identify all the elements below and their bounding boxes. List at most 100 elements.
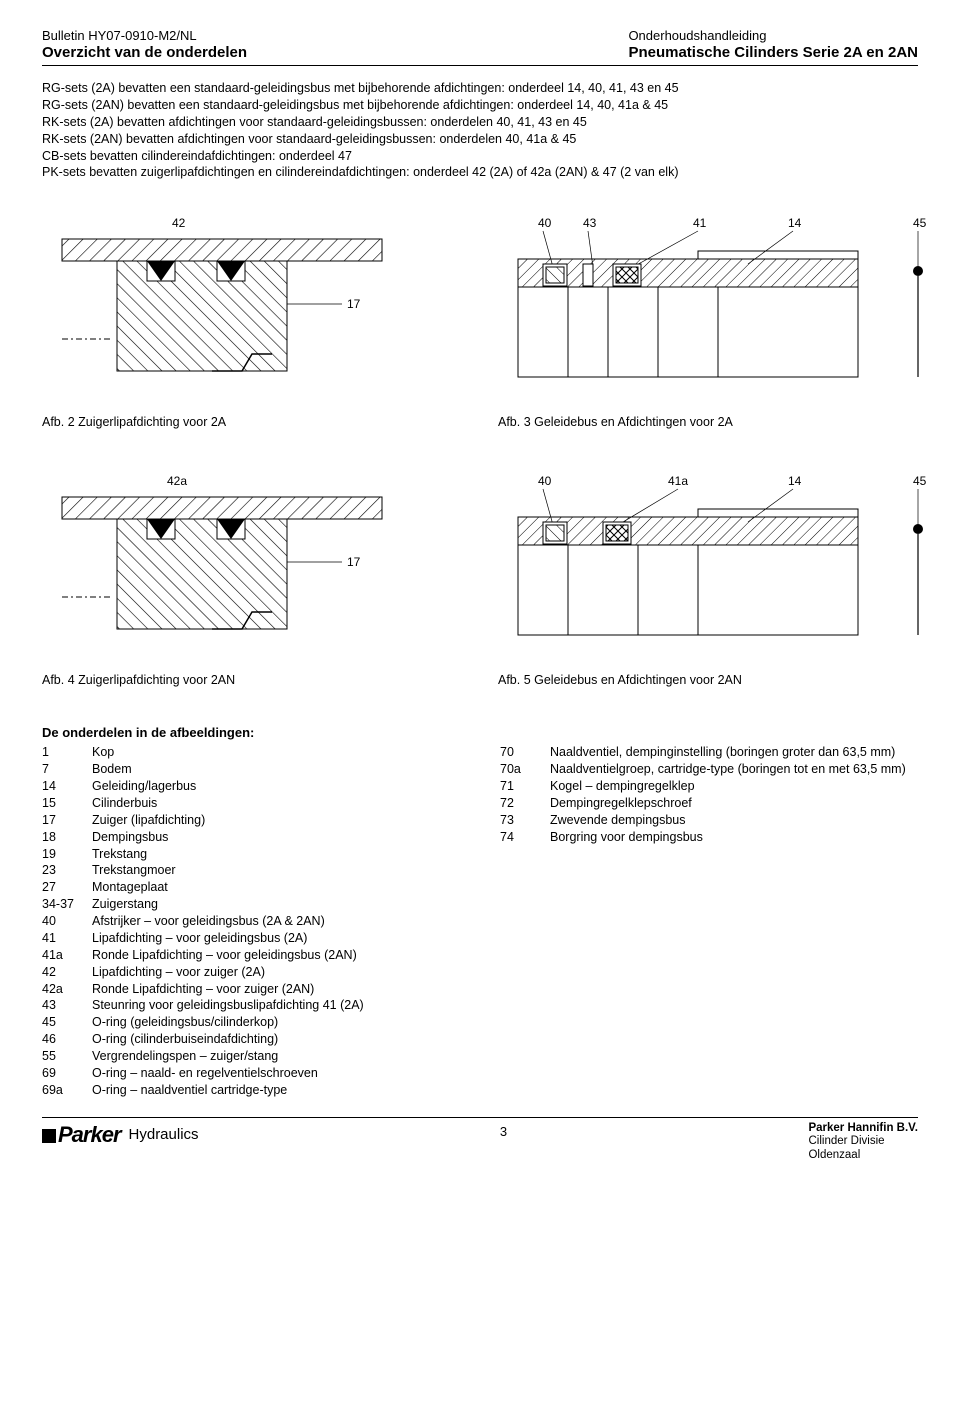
fig3-label-14: 14: [788, 216, 802, 230]
fig3-label-43: 43: [583, 216, 597, 230]
fig2-label-42: 42: [172, 216, 186, 230]
parts-description: Lipafdichting – voor geleidingsbus (2A): [92, 930, 460, 947]
fig3-label-41: 41: [693, 216, 707, 230]
intro-line: RG-sets (2AN) bevatten een standaard-gel…: [42, 97, 918, 114]
parts-description: Ronde Lipafdichting – voor zuiger (2AN): [92, 981, 460, 998]
intro-text: RG-sets (2A) bevatten een standaard-gele…: [42, 80, 918, 181]
parts-row: 19Trekstang: [42, 846, 460, 863]
fig5-caption: Afb. 5 Geleidebus en Afdichtingen voor 2…: [498, 673, 918, 687]
parts-number: 43: [42, 997, 92, 1014]
parts-list: De onderdelen in de afbeeldingen: 1Kop7B…: [42, 725, 918, 1098]
figure-row-2: 42a 17 Afb. 4 Zuigerlipafdichting voor 2…: [42, 467, 918, 717]
parts-number: 42a: [42, 981, 92, 998]
parts-description: Naaldventiel, dempinginstelling (boringe…: [550, 744, 918, 761]
parts-row: 40Afstrijker – voor geleidingsbus (2A & …: [42, 913, 460, 930]
figure-5: 40 41a 14 45 Afb. 5: [498, 467, 918, 717]
page-header: Bulletin HY07-0910-M2/NL Overzicht van d…: [42, 28, 918, 66]
fig5-label-45: 45: [913, 474, 927, 488]
intro-line: PK-sets bevatten zuigerlipafdichtingen e…: [42, 164, 918, 181]
intro-line: RK-sets (2AN) bevatten afdichtingen voor…: [42, 131, 918, 148]
parts-row: 70aNaaldventielgroep, cartridge-type (bo…: [500, 761, 918, 778]
parts-row: 17Zuiger (lipafdichting): [42, 812, 460, 829]
parts-description: Zwevende dempingsbus: [550, 812, 918, 829]
doc-title: Pneumatische Cilinders Serie 2A en 2AN: [628, 44, 918, 63]
parts-number: 71: [500, 778, 550, 795]
figure-row-1: 42 17 Afb. 2 Zuigerlipafdichting voor 2A: [42, 209, 918, 459]
footer-company: Parker Hannifin B.V. Cilinder Divisie Ol…: [808, 1122, 918, 1163]
parts-description: Lipafdichting – voor zuiger (2A): [92, 964, 460, 981]
fig3-label-40: 40: [538, 216, 552, 230]
page-footer: Parker Hydraulics 3 Parker Hannifin B.V.…: [42, 1117, 918, 1163]
intro-line: RK-sets (2A) bevatten afdichtingen voor …: [42, 114, 918, 131]
parts-number: 72: [500, 795, 550, 812]
parts-row: 23Trekstangmoer: [42, 862, 460, 879]
parts-row: 42Lipafdichting – voor zuiger (2A): [42, 964, 460, 981]
parts-number: 15: [42, 795, 92, 812]
fig4-caption: Afb. 4 Zuigerlipafdichting voor 2AN: [42, 673, 462, 687]
fig5-label-41a: 41a: [668, 474, 688, 488]
parts-row: 41aRonde Lipafdichting – voor geleidings…: [42, 947, 460, 964]
fig3-svg: 40 43 41 14 45: [498, 209, 938, 409]
parts-number: 55: [42, 1048, 92, 1065]
parts-row: 55Vergrendelingspen – zuiger/stang: [42, 1048, 460, 1065]
header-right: Onderhoudshandleiding Pneumatische Cilin…: [628, 28, 918, 63]
parts-row: 70Naaldventiel, dempinginstelling (borin…: [500, 744, 918, 761]
figure-2: 42 17 Afb. 2 Zuigerlipafdichting voor 2A: [42, 209, 462, 459]
parts-row: 1Kop: [42, 744, 460, 761]
parts-row: 46O-ring (cilinderbuiseindafdichting): [42, 1031, 460, 1048]
parts-number: 40: [42, 913, 92, 930]
parts-number: 1: [42, 744, 92, 761]
parts-description: Dempingsbus: [92, 829, 460, 846]
footer-brand: Parker Hydraulics: [42, 1122, 199, 1148]
section-title-left: Overzicht van de onderdelen: [42, 44, 247, 63]
parts-number: 73: [500, 812, 550, 829]
parts-number: 41a: [42, 947, 92, 964]
parts-number: 27: [42, 879, 92, 896]
figure-3: 40 43 41 14 45: [498, 209, 918, 459]
parts-row: 42aRonde Lipafdichting – voor zuiger (2A…: [42, 981, 460, 998]
intro-line: CB-sets bevatten cilindereindafdichtinge…: [42, 148, 918, 165]
parts-row: 15Cilinderbuis: [42, 795, 460, 812]
doc-type: Onderhoudshandleiding: [628, 28, 918, 44]
fig5-svg: 40 41a 14 45: [498, 467, 938, 667]
parts-left-column: 1Kop7Bodem14Geleiding/lagerbus15Cilinder…: [42, 744, 460, 1098]
footer-hydraulics: Hydraulics: [129, 1126, 199, 1143]
fig3-caption: Afb. 3 Geleidebus en Afdichtingen voor 2…: [498, 415, 918, 429]
parts-row: 74Borgring voor dempingsbus: [500, 829, 918, 846]
fig4-label-17: 17: [347, 555, 361, 569]
parts-description: O-ring (geleidingsbus/cilinderkop): [92, 1014, 460, 1031]
fig4-label-42a: 42a: [167, 474, 187, 488]
parts-description: Geleiding/lagerbus: [92, 778, 460, 795]
parts-description: O-ring (cilinderbuiseindafdichting): [92, 1031, 460, 1048]
parts-row: 18Dempingsbus: [42, 829, 460, 846]
fig3-label-45: 45: [913, 216, 927, 230]
parts-description: Zuiger (lipafdichting): [92, 812, 460, 829]
parts-row: 34-37Zuigerstang: [42, 896, 460, 913]
parts-description: Cilinderbuis: [92, 795, 460, 812]
figure-4: 42a 17 Afb. 4 Zuigerlipafdichting voor 2…: [42, 467, 462, 717]
intro-line: RG-sets (2A) bevatten een standaard-gele…: [42, 80, 918, 97]
parts-number: 46: [42, 1031, 92, 1048]
parts-description: Vergrendelingspen – zuiger/stang: [92, 1048, 460, 1065]
parts-number: 42: [42, 964, 92, 981]
bulletin-number: Bulletin HY07-0910-M2/NL: [42, 28, 247, 44]
parts-description: Montageplaat: [92, 879, 460, 896]
parts-description: Zuigerstang: [92, 896, 460, 913]
parts-number: 34-37: [42, 896, 92, 913]
parts-number: 45: [42, 1014, 92, 1031]
parts-row: 71Kogel – dempingregelklep: [500, 778, 918, 795]
parts-number: 17: [42, 812, 92, 829]
footer-location: Oldenzaal: [808, 1149, 918, 1163]
parts-description: Naaldventielgroep, cartridge-type (borin…: [550, 761, 918, 778]
parts-number: 70: [500, 744, 550, 761]
parts-description: O-ring – naaldventiel cartridge-type: [92, 1082, 460, 1099]
parts-number: 14: [42, 778, 92, 795]
fig5-label-14: 14: [788, 474, 802, 488]
parts-row: 73Zwevende dempingsbus: [500, 812, 918, 829]
parts-row: 69aO-ring – naaldventiel cartridge-type: [42, 1082, 460, 1099]
parts-description: Trekstangmoer: [92, 862, 460, 879]
parts-description: Afstrijker – voor geleidingsbus (2A & 2A…: [92, 913, 460, 930]
header-left: Bulletin HY07-0910-M2/NL Overzicht van d…: [42, 28, 247, 63]
parts-number: 69: [42, 1065, 92, 1082]
footer-company-name: Parker Hannifin B.V.: [808, 1122, 918, 1136]
